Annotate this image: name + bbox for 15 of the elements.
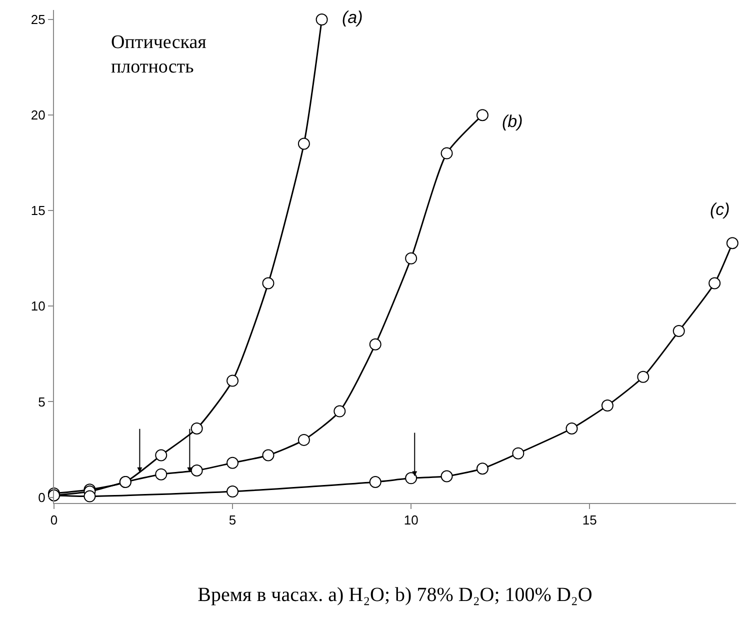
y-tick-label: 5 (38, 394, 46, 410)
x-tick-label: 0 (50, 512, 58, 528)
series-label: (a) (342, 8, 363, 27)
y-tick-label: 0 (38, 490, 46, 505)
x-tick-label: 15 (582, 512, 597, 528)
y-tick-label: 25 (30, 12, 46, 28)
series-label: (b) (502, 112, 523, 131)
y-axis-title: Оптическая плотность (111, 32, 207, 78)
y-tick-label: 10 (30, 298, 46, 314)
series-label: (c) (710, 200, 730, 219)
y-tick-label: 20 (30, 108, 46, 123)
x-tick-label: 10 (404, 512, 418, 528)
x-axis-title: Время в часах. a) H₂O; b) 78% D₂O; 100% D₂O (198, 584, 592, 606)
x-tick-label: 5 (228, 512, 236, 528)
y-tick-label: 15 (30, 203, 46, 218)
